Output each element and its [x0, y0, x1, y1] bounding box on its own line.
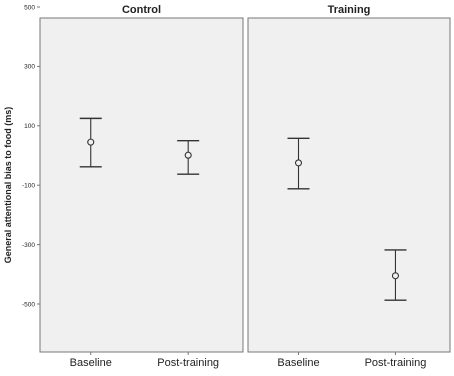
y-tick-label: -500	[22, 301, 35, 308]
x-tick-label-post-training: Post-training	[365, 357, 427, 369]
x-tick-label-baseline: Baseline	[70, 357, 112, 369]
mean-point-post-training	[391, 272, 400, 280]
panel-frame-training	[247, 17, 451, 353]
y-tick-label: 500	[24, 4, 35, 11]
y-axis-title: General attentional bias to food (ms)	[3, 107, 13, 264]
panel-frame-control	[39, 17, 244, 353]
x-tick-label-post-training: Post-training	[157, 357, 219, 369]
y-tick-label: -300	[22, 242, 35, 249]
y-tick-label: -100	[22, 183, 35, 190]
mean-point-baseline	[87, 138, 95, 146]
x-tick-label-baseline: Baseline	[277, 357, 319, 369]
y-tick-label: 100	[24, 123, 35, 130]
mean-point-post-training	[184, 151, 192, 159]
panel-title-control: Control	[122, 4, 161, 16]
mean-point-baseline	[294, 159, 303, 167]
panel-title-training: Training	[328, 4, 371, 16]
y-tick-label: 300	[24, 64, 35, 71]
